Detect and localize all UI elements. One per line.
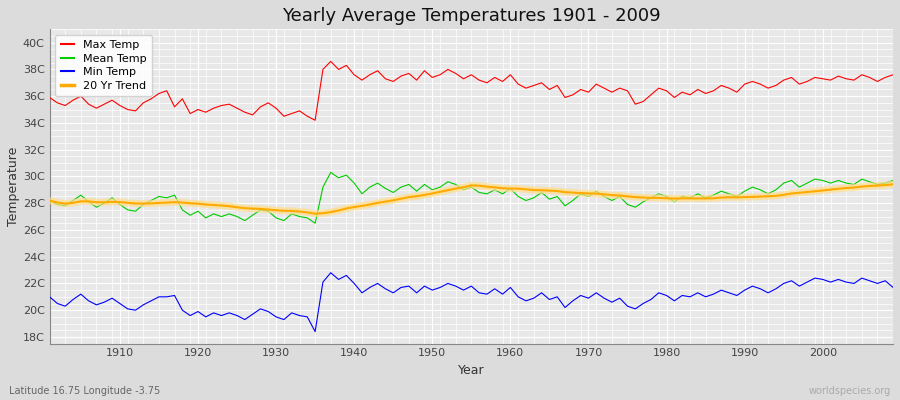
Text: Latitude 16.75 Longitude -3.75: Latitude 16.75 Longitude -3.75 bbox=[9, 386, 160, 396]
X-axis label: Year: Year bbox=[458, 364, 484, 377]
Text: worldspecies.org: worldspecies.org bbox=[809, 386, 891, 396]
Y-axis label: Temperature: Temperature bbox=[7, 147, 20, 226]
Legend: Max Temp, Mean Temp, Min Temp, 20 Yr Trend: Max Temp, Mean Temp, Min Temp, 20 Yr Tre… bbox=[55, 35, 152, 96]
Title: Yearly Average Temperatures 1901 - 2009: Yearly Average Temperatures 1901 - 2009 bbox=[282, 7, 661, 25]
